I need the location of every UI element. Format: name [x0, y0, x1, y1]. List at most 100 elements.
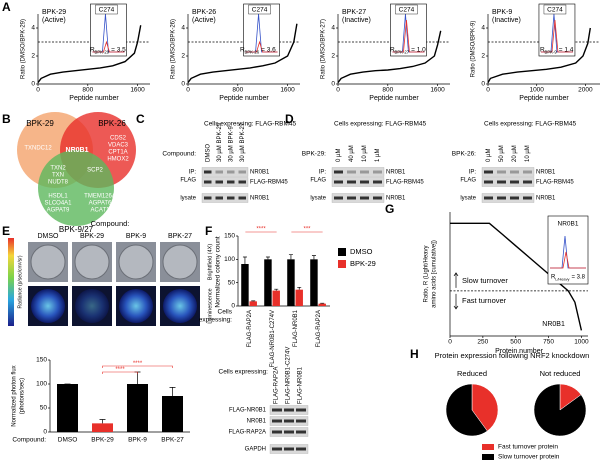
venn-item: SCP2 [87, 168, 103, 174]
error-bar [99, 419, 106, 424]
chart-title: BPK-29 [42, 9, 66, 16]
lane-label: 30 µM BPK-29 [217, 122, 223, 162]
row-label: NR0B1 [250, 170, 270, 176]
blot-band [510, 180, 519, 184]
arrow [453, 272, 459, 288]
blot-band [272, 419, 282, 423]
blot-band [523, 170, 532, 174]
inset [547, 215, 589, 285]
blot-band [284, 447, 294, 451]
blot-header: Cells expressing: FLAG-RBM45 [484, 121, 576, 128]
error-bar [274, 288, 279, 291]
error-bar [297, 286, 302, 290]
lane-title: BPK-26: [452, 151, 476, 158]
blot-band [360, 170, 369, 174]
inset-peak [540, 19, 573, 53]
y-tick-label: 2 [31, 53, 35, 60]
bar [162, 396, 183, 432]
x-tick-label: 1600 [280, 87, 295, 94]
venn-item: VDAC3 [108, 143, 129, 149]
annotation: BPK-29 [95, 50, 110, 55]
pie-title: Reduced [457, 369, 487, 378]
panel-title: Protein expression following NRF2 knockd… [435, 351, 590, 360]
blot-band [227, 170, 235, 174]
annotation: BPK-9 [545, 50, 558, 55]
y-tick-label: 150 [224, 233, 235, 240]
x-prefix: Cells [218, 309, 233, 316]
blot-band [347, 196, 356, 200]
blot-band [373, 170, 382, 174]
blot-band [484, 170, 493, 174]
blot-band [215, 170, 223, 174]
row-label: lysate [460, 196, 476, 202]
annotation: L/Heavy [555, 277, 569, 282]
inset-peak [392, 19, 425, 53]
venn-item: TXN2 [50, 166, 66, 172]
x-tick-label: BPK-27 [161, 437, 184, 444]
image-column-label: BPK-9 [126, 233, 146, 240]
venn-set [38, 150, 114, 226]
row-label: NR0B1 [250, 196, 270, 202]
venn-item: AGPAT6 [89, 201, 112, 207]
well-signal [163, 289, 197, 323]
x-tick-label: 0 [448, 339, 452, 346]
blot-band [296, 430, 306, 434]
blot-band [296, 408, 306, 412]
blot-band [360, 196, 369, 200]
blot-strip [201, 167, 249, 177]
venn-item: TMEM126A [84, 194, 116, 200]
blot-band [204, 196, 212, 200]
blot-band [497, 170, 506, 174]
x-axis-label: Protein number [495, 348, 544, 355]
y-axis-label: Normalized colony count [215, 236, 222, 307]
data-line [487, 27, 591, 83]
x-tick-label: 800 [82, 87, 93, 94]
bar [241, 264, 249, 306]
blot-strip [481, 167, 535, 177]
venn-item: NR0B1 [66, 147, 89, 154]
annotation: R [540, 47, 545, 54]
blot-band [523, 180, 532, 184]
y-tick-label: 150 [36, 357, 47, 364]
bar [287, 259, 295, 306]
lane-label: FLAG-NR0B1 [298, 366, 304, 404]
error-bar [288, 254, 293, 260]
lane-label: 20 µM [512, 145, 518, 162]
lane-label: DMSO [205, 144, 211, 162]
blot-band [215, 180, 223, 184]
y-tick-label: 0 [31, 81, 35, 88]
x-tick-label: 500 [510, 339, 521, 346]
annotation: BPK-26 [245, 50, 260, 55]
legend-label: DMSO [350, 247, 373, 256]
y-tick-label: 0 [481, 81, 485, 88]
y-tick-label: 4 [31, 25, 35, 32]
lane-label: 1 µM [375, 149, 381, 162]
blot-band [227, 196, 235, 200]
blot-band [497, 180, 506, 184]
x-tick-label: 250 [477, 339, 488, 346]
lane-title: Compound: [162, 151, 196, 158]
blot-band [373, 180, 382, 184]
data-line [187, 23, 298, 84]
error-bar [169, 387, 176, 396]
y-axis-label: Ratio (DMSO/BPK-9) [471, 21, 477, 78]
well [74, 244, 110, 280]
blot-band [373, 196, 382, 200]
chart-title: (Active) [42, 17, 66, 24]
blot-strip [331, 193, 385, 203]
bar [272, 290, 280, 306]
inset-label: C274 [99, 7, 115, 14]
venn-item: TXN [52, 173, 64, 179]
venn-item: ACAT1 [91, 208, 111, 214]
inset-label-box [95, 4, 118, 15]
x-tick-label: FLAG-NR0B1 [293, 309, 299, 347]
blot-header: Cells expressing: FLAG-RBM45 [204, 121, 296, 128]
row-label: FLAG-NR0B1 [229, 408, 267, 414]
blot-band [347, 170, 356, 174]
y-tick-label: 100 [36, 381, 47, 388]
venn-set-label: BPK-9/27 [59, 225, 94, 234]
y-tick-label: 4 [181, 25, 185, 32]
lane-label: 40 µM [349, 145, 355, 162]
region-label: Fast turnover [462, 296, 507, 305]
